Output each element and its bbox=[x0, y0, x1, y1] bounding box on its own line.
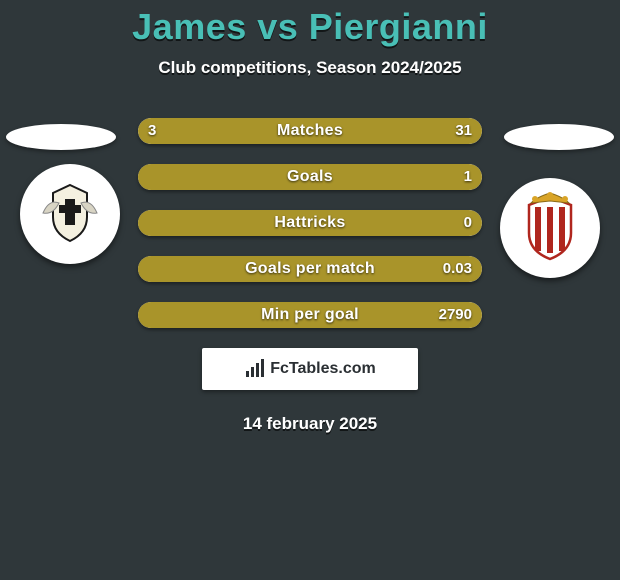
stat-label: Hattricks bbox=[138, 210, 482, 236]
infographic-root: James vs Piergianni Club competitions, S… bbox=[0, 0, 620, 580]
crest-right-icon bbox=[511, 189, 589, 267]
crest-left-icon bbox=[35, 179, 105, 249]
stat-bar-min-per-goal: Min per goal 2790 bbox=[138, 302, 482, 328]
left-club-crest bbox=[20, 164, 120, 264]
stat-value-right: 31 bbox=[455, 118, 472, 144]
right-club-crest bbox=[500, 178, 600, 278]
page-title: James vs Piergianni bbox=[0, 6, 620, 48]
brand-logo: FcTables.com bbox=[244, 359, 376, 379]
stat-label: Matches bbox=[138, 118, 482, 144]
footer-date: 14 february 2025 bbox=[0, 414, 620, 434]
stat-label: Min per goal bbox=[138, 302, 482, 328]
stats-column: 3 Matches 31 Goals 1 Hattricks 0 Goals p… bbox=[138, 118, 482, 328]
bar-chart-icon bbox=[244, 359, 266, 379]
stat-value-right: 0 bbox=[464, 210, 472, 236]
left-ellipse-decoration bbox=[6, 124, 116, 150]
stat-bar-matches: 3 Matches 31 bbox=[138, 118, 482, 144]
brand-text: FcTables.com bbox=[270, 360, 376, 378]
right-ellipse-decoration bbox=[504, 124, 614, 150]
stat-label: Goals per match bbox=[138, 256, 482, 282]
brand-card: FcTables.com bbox=[202, 348, 418, 390]
stat-bar-goals: Goals 1 bbox=[138, 164, 482, 190]
stat-bar-hattricks: Hattricks 0 bbox=[138, 210, 482, 236]
page-subtitle: Club competitions, Season 2024/2025 bbox=[0, 58, 620, 78]
stat-label: Goals bbox=[138, 164, 482, 190]
stat-value-right: 2790 bbox=[439, 302, 472, 328]
stat-value-right: 1 bbox=[464, 164, 472, 190]
stat-bar-goals-per-match: Goals per match 0.03 bbox=[138, 256, 482, 282]
stat-value-right: 0.03 bbox=[443, 256, 472, 282]
